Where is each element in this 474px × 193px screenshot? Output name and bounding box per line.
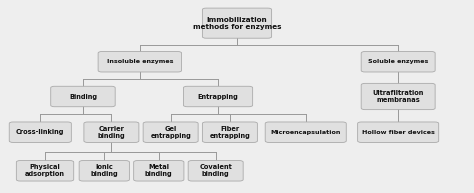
FancyBboxPatch shape: [84, 122, 139, 142]
Text: Cross-linking: Cross-linking: [16, 129, 64, 135]
FancyBboxPatch shape: [183, 86, 253, 107]
Text: Covalent
binding: Covalent binding: [199, 164, 232, 177]
Text: Insoluble enzymes: Insoluble enzymes: [107, 59, 173, 64]
FancyBboxPatch shape: [265, 122, 346, 142]
Text: Carrier
binding: Carrier binding: [98, 126, 125, 139]
Text: Fiber
entrapping: Fiber entrapping: [210, 126, 250, 139]
FancyBboxPatch shape: [202, 8, 272, 38]
FancyBboxPatch shape: [79, 161, 129, 181]
FancyBboxPatch shape: [361, 52, 435, 72]
Text: Metal
binding: Metal binding: [145, 164, 173, 177]
Text: Soluble enzymes: Soluble enzymes: [368, 59, 428, 64]
FancyBboxPatch shape: [9, 122, 72, 142]
Text: Binding: Binding: [69, 93, 97, 100]
Text: Microencapsulation: Microencapsulation: [271, 130, 341, 135]
FancyBboxPatch shape: [98, 52, 182, 72]
FancyBboxPatch shape: [51, 86, 115, 107]
Text: Immobilization
methods for enzymes: Immobilization methods for enzymes: [193, 17, 281, 30]
FancyBboxPatch shape: [357, 122, 439, 142]
Text: Hollow fiber devices: Hollow fiber devices: [362, 130, 435, 135]
FancyBboxPatch shape: [202, 122, 257, 142]
Text: Entrapping: Entrapping: [198, 93, 238, 100]
FancyBboxPatch shape: [134, 161, 184, 181]
FancyBboxPatch shape: [143, 122, 198, 142]
FancyBboxPatch shape: [188, 161, 243, 181]
Text: Gel
entrapping: Gel entrapping: [150, 126, 191, 139]
FancyBboxPatch shape: [16, 161, 73, 181]
Text: Ionic
binding: Ionic binding: [91, 164, 118, 177]
Text: Ultrafiltration
membranas: Ultrafiltration membranas: [373, 90, 424, 103]
FancyBboxPatch shape: [361, 83, 435, 110]
Text: Physical
adsorption: Physical adsorption: [25, 164, 65, 177]
